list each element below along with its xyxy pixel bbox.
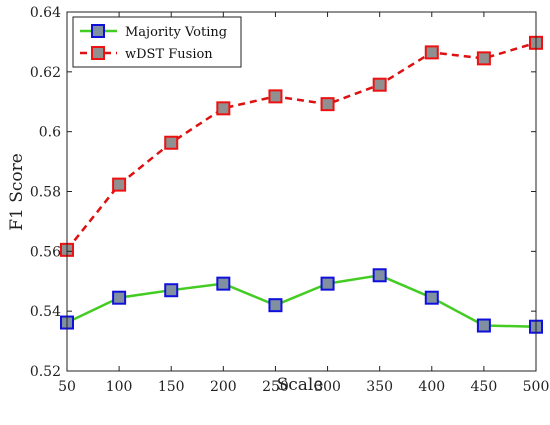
x-axis-label: Scale: [277, 375, 324, 395]
y-tick-label: 0.56: [30, 244, 61, 260]
x-tick-label: 450: [471, 379, 498, 395]
legend-marker-2: [91, 46, 105, 60]
data-point-series-1: [476, 318, 491, 333]
data-point-series-1: [268, 298, 283, 313]
y-tick-label: 0.6: [39, 125, 61, 141]
y-tick-label: 0.52: [30, 364, 61, 380]
x-tick-label: 350: [366, 379, 393, 395]
data-point-series-2: [320, 97, 335, 112]
x-tick-label: 100: [106, 379, 133, 395]
legend-label-1: Majority Voting: [125, 25, 227, 40]
plot-area: [60, 35, 543, 334]
legend-marker-1: [91, 24, 105, 38]
data-point-series-2: [216, 101, 231, 116]
data-point-series-1: [320, 276, 335, 291]
data-point-series-2: [164, 135, 179, 150]
data-point-series-1: [372, 268, 387, 283]
axes: 50 100 150 200 250 300 350 400 450 500 0.52 0.54 0.5…: [30, 5, 550, 395]
y-tick-label: 0.64: [30, 5, 61, 21]
series-line-2: [66, 41, 537, 251]
y-tick-label: 0.62: [30, 65, 61, 81]
y-axis-label: F1 Score: [7, 153, 27, 231]
data-point-series-2: [372, 77, 387, 92]
data-point-series-1: [112, 290, 127, 305]
data-point-series-1: [164, 283, 179, 298]
data-point-series-2: [268, 89, 283, 104]
x-tick-label: 200: [210, 379, 237, 395]
data-point-series-2: [424, 45, 439, 60]
x-tick-label: 400: [418, 379, 445, 395]
x-tick-label: 300: [314, 379, 341, 395]
x-tick-label: 250: [262, 379, 289, 395]
legend: Majority Voting wDST Fusion: [72, 16, 242, 68]
x-tick-label: 150: [158, 379, 185, 395]
x-tick-label: 500: [523, 379, 550, 395]
x-tick-label: 50: [58, 379, 76, 395]
data-point-series-2: [112, 177, 127, 192]
y-tick-label: 0.54: [30, 304, 61, 320]
data-point-series-1: [216, 276, 231, 291]
data-point-series-2: [476, 51, 491, 66]
series-line-1: [66, 274, 537, 328]
legend-label-2: wDST Fusion: [125, 47, 213, 62]
data-point-series-1: [424, 290, 439, 305]
y-tick-label: 0.58: [30, 185, 61, 201]
